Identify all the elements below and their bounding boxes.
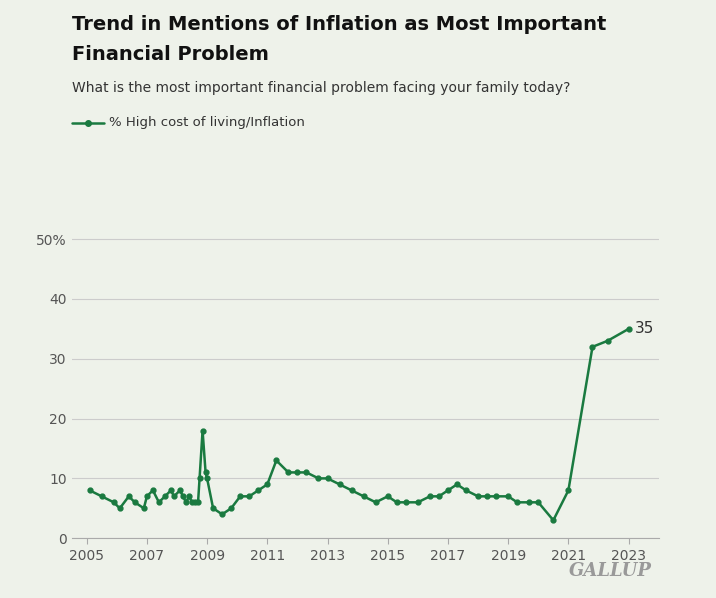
Text: % High cost of living/Inflation: % High cost of living/Inflation [109, 116, 305, 129]
Text: Trend in Mentions of Inflation as Most Important: Trend in Mentions of Inflation as Most I… [72, 15, 606, 34]
Text: GALLUP: GALLUP [569, 562, 652, 580]
Text: 35: 35 [634, 321, 654, 337]
Text: What is the most important financial problem facing your family today?: What is the most important financial pro… [72, 81, 570, 94]
Text: Financial Problem: Financial Problem [72, 45, 268, 64]
